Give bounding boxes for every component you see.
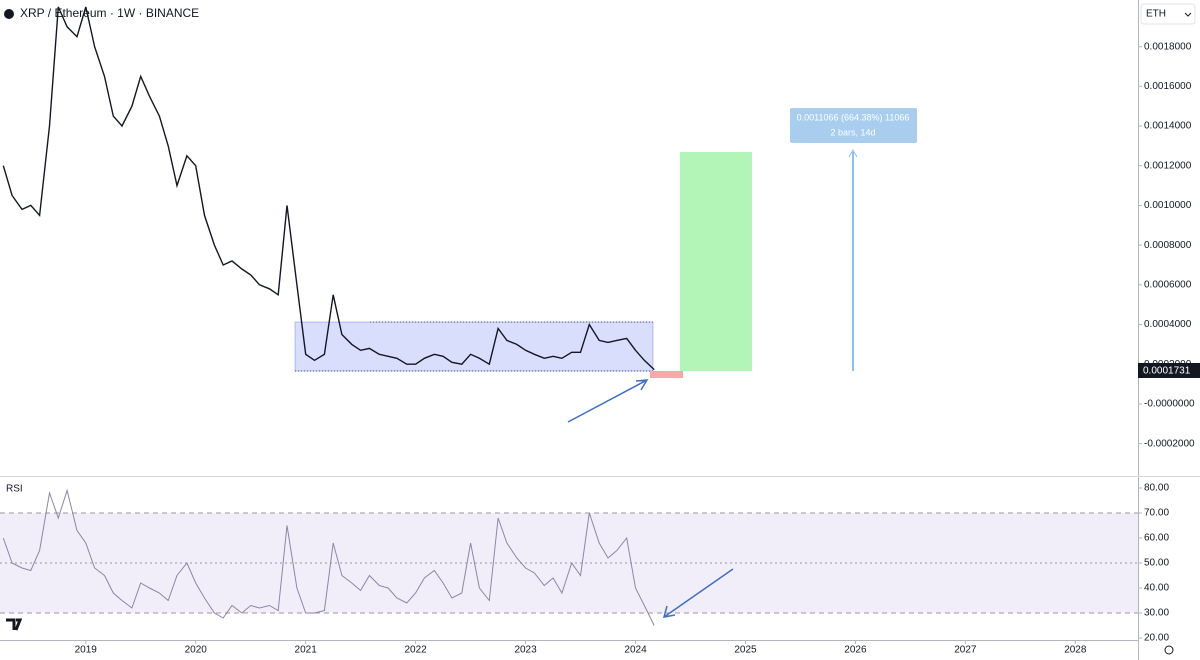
series-line: [2, 6, 655, 371]
settings-icon[interactable]: [1164, 645, 1174, 655]
chart-title: XRP / Ethereum · 1W · BINANCE: [20, 6, 199, 20]
x-tick-label: 2023: [514, 645, 537, 656]
x-tick-label: 2019: [75, 645, 98, 656]
y-tick-label: -0.0002000: [1144, 438, 1195, 449]
series-line: [2, 488, 655, 626]
x-tick-label: 2027: [954, 645, 977, 656]
y-tick-label: 0.0014000: [1144, 121, 1192, 132]
y-tick-label: 0.0018000: [1144, 41, 1192, 52]
dropdown-caret: [1184, 12, 1192, 17]
rsi-title: RSI: [6, 484, 23, 495]
y-tick-label: 0.0010000: [1144, 200, 1192, 211]
y-tick-label: 70.00: [1144, 508, 1169, 519]
x-tick-label: 2024: [624, 645, 647, 656]
y-tick-label: 40.00: [1144, 583, 1169, 594]
target-zone: [680, 152, 752, 371]
logo: [6, 618, 23, 631]
rsi-band: [0, 513, 1138, 613]
range-box: [294, 321, 654, 372]
last-price-box: [1138, 363, 1200, 378]
stop-zone: [650, 371, 683, 378]
x-tick-label: 2028: [1064, 645, 1087, 656]
last-price: 0.0001731: [1143, 366, 1191, 377]
x-tick-label: 2021: [295, 645, 318, 656]
y-tick-label: -0.0000000: [1144, 399, 1195, 410]
y-tick-label: 0.0012000: [1144, 160, 1192, 171]
x-tick-label: 2022: [404, 645, 427, 656]
x-tick-label: 2020: [185, 645, 208, 656]
y-tick-label: 30.00: [1144, 608, 1169, 619]
y-tick-label: 20.00: [1144, 633, 1169, 644]
y-tick-label: 0.0008000: [1144, 240, 1192, 251]
y-tick-label: 0.0006000: [1144, 279, 1192, 290]
measure-label-box: [790, 108, 917, 143]
currency-select[interactable]: [1140, 3, 1196, 25]
arrow: [567, 379, 649, 423]
measure-arrow-head: [848, 148, 858, 158]
arrow: [662, 568, 734, 618]
currency-label: ETH: [1146, 9, 1166, 20]
y-tick-label: 0.0004000: [1144, 319, 1192, 330]
x-tick-label: 2026: [844, 645, 867, 656]
measure-label: 0.0011066 (664.38%) 11066: [797, 112, 910, 122]
y-tick-label: 50.00: [1144, 558, 1169, 569]
symbol-icon: [4, 9, 14, 19]
y-tick-label: 60.00: [1144, 533, 1169, 544]
y-tick-label: 80.00: [1144, 483, 1169, 494]
y-tick-label: 0.0016000: [1144, 81, 1192, 92]
measure-bars: 2 bars, 14d: [830, 127, 875, 137]
x-tick-label: 2025: [734, 645, 757, 656]
